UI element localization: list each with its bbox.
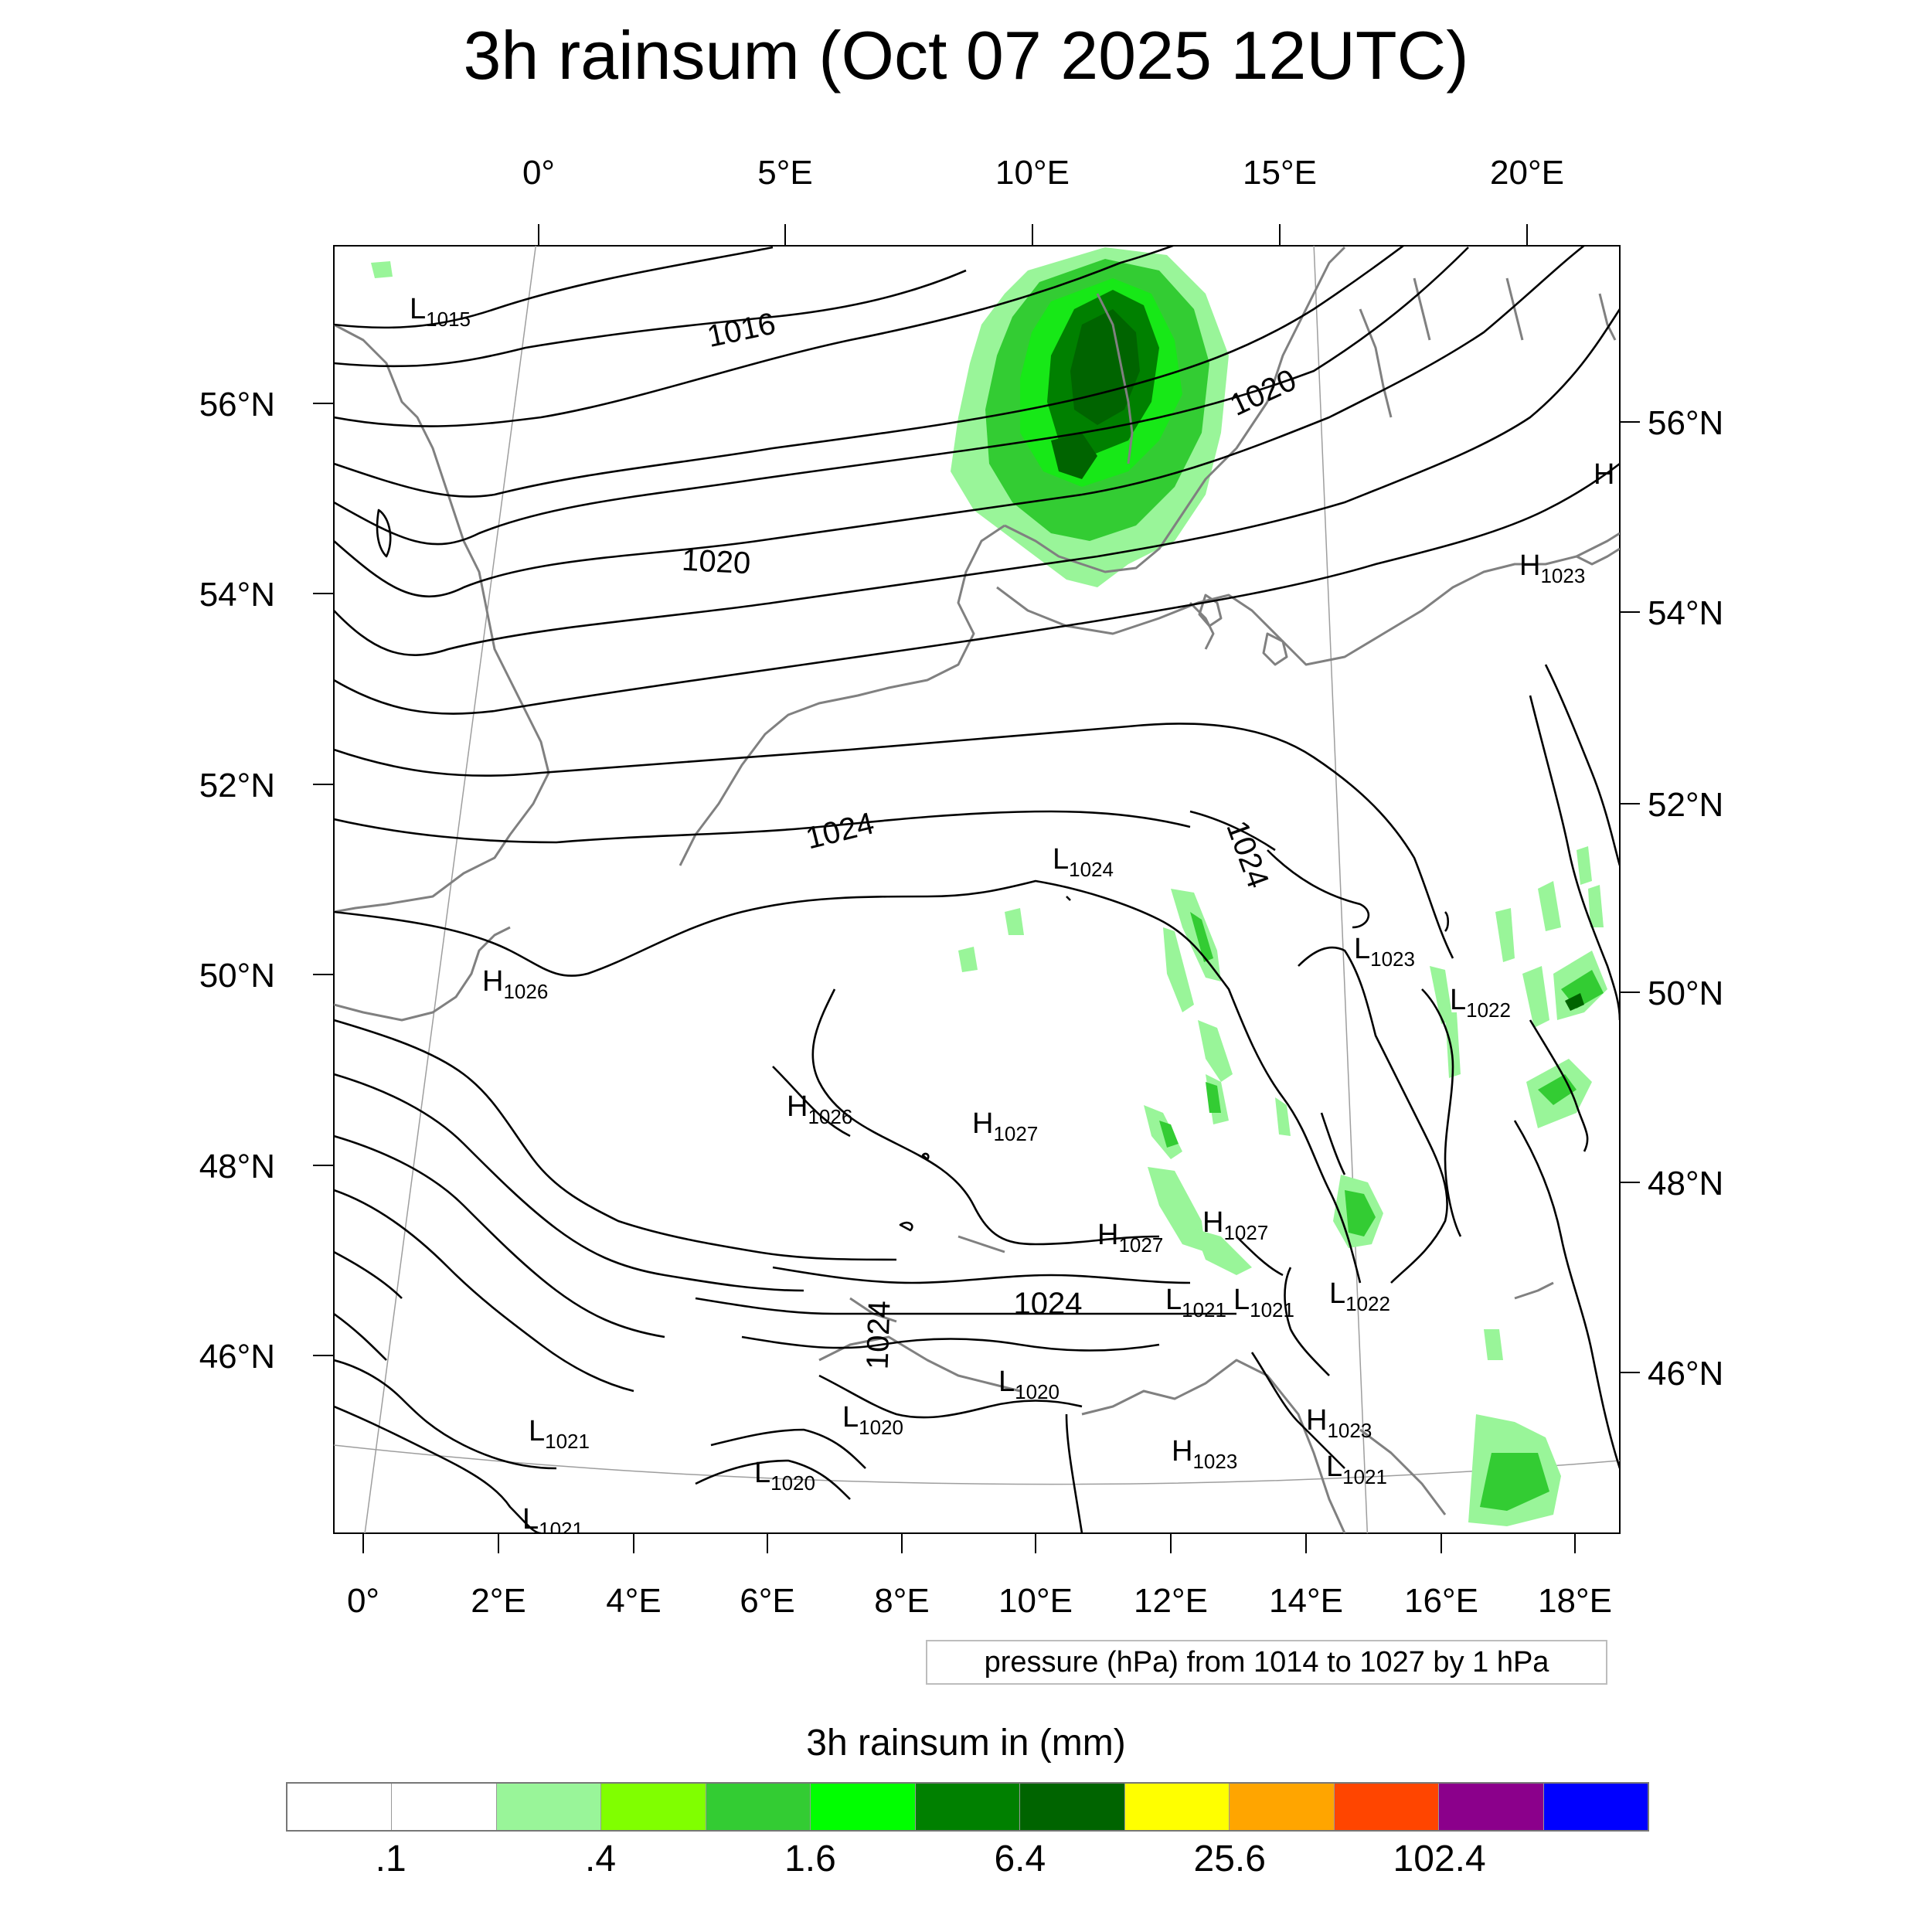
rain-area-peak: [1565, 993, 1584, 1011]
right-lat-tick: 50°N: [1648, 975, 1723, 1012]
right-latitude-labels: 56°N 54°N 52°N 50°N 48°N 46°N: [1648, 404, 1723, 1393]
left-latitude-labels: 56°N 54°N 52°N 50°N 48°N 46°N: [199, 386, 275, 1376]
colorbar-swatch: [915, 1784, 1021, 1830]
bottom-lon-tick: 18°E: [1538, 1582, 1612, 1620]
colorbar: [286, 1782, 1649, 1832]
top-lon-tick: 5°E: [757, 154, 812, 192]
right-lat-tick: 54°N: [1648, 594, 1723, 632]
colorbar-swatch: [706, 1784, 811, 1830]
pressure-center-label: H: [1594, 458, 1614, 491]
contour-info-box: pressure (hPa) from 1014 to 1027 by 1 hP…: [926, 1640, 1607, 1685]
coastlines: [334, 246, 1620, 1533]
top-lon-tick: 0°: [522, 154, 555, 192]
right-lat-tick: 56°N: [1648, 404, 1723, 442]
graticule: [334, 246, 1620, 1533]
pressure-center-label: L1015: [410, 293, 471, 331]
right-lat-tick: 52°N: [1648, 786, 1723, 824]
colorbar-swatch: [392, 1784, 497, 1830]
pressure-center-label: H1026: [482, 965, 548, 1003]
isobar-label: 1020: [681, 543, 751, 581]
right-lat-tick: 48°N: [1648, 1165, 1723, 1202]
rain-area-denmark: [371, 247, 1229, 587]
bottom-lon-tick: 6°E: [740, 1582, 794, 1620]
pressure-center-label: H1027: [972, 1107, 1038, 1145]
pressure-center-label: H1027: [1202, 1206, 1268, 1244]
bottom-lon-tick: 12°E: [1134, 1582, 1208, 1620]
isobars: [334, 246, 1620, 1533]
pressure-center-label: L1021: [1233, 1284, 1294, 1321]
colorbar-label: .1: [375, 1838, 406, 1879]
top-lon-tick: 10°E: [995, 154, 1070, 192]
pressure-center-label: H1027: [1097, 1219, 1163, 1257]
colorbar-swatch: [601, 1784, 706, 1830]
pressure-center-label: L1020: [998, 1366, 1060, 1403]
bottom-lon-tick: 16°E: [1404, 1582, 1478, 1620]
pressure-center-label: L1023: [1354, 933, 1415, 971]
pressure-centers: L1015 H1023 L1024 L1023 L1022 H1026 H102…: [410, 293, 1614, 1541]
colorbar-swatch: [1020, 1784, 1125, 1830]
colorbar-label: 102.4: [1393, 1838, 1486, 1879]
pressure-center-label: L1021: [529, 1415, 590, 1453]
top-longitude-labels: 0° 5°E 10°E 15°E 20°E: [522, 154, 1564, 192]
left-lat-tick: 56°N: [199, 386, 275, 423]
map-title: 3h rainsum (Oct 07 2025 12UTC): [463, 17, 1469, 94]
left-lat-tick: 54°N: [199, 576, 275, 614]
top-lon-tick: 20°E: [1490, 154, 1564, 192]
colorbar-swatch: [1543, 1784, 1648, 1830]
colorbar-label: 25.6: [1193, 1838, 1266, 1879]
colorbar-swatch: [1124, 1784, 1230, 1830]
pressure-center-label: L1024: [1053, 843, 1114, 881]
isobar-label: 1024: [860, 1300, 896, 1369]
bottom-lon-tick: 8°E: [874, 1582, 929, 1620]
pressure-center-label: L1021: [1165, 1284, 1226, 1321]
bottom-lon-tick: 10°E: [998, 1582, 1073, 1620]
left-lat-tick: 52°N: [199, 767, 275, 804]
colorbar-swatch: [811, 1784, 916, 1830]
colorbar-swatch: [287, 1784, 393, 1830]
bottom-lon-tick: 0°: [347, 1582, 379, 1620]
bottom-lon-tick: 4°E: [606, 1582, 661, 1620]
colorbar-swatch: [1230, 1784, 1335, 1830]
pressure-center-label: L1020: [754, 1457, 815, 1495]
colorbar-swatch: [1439, 1784, 1544, 1830]
colorbar-label: 1.6: [784, 1838, 836, 1879]
isobar-label: 1024: [1014, 1287, 1083, 1321]
pressure-center-label: L1021: [522, 1503, 583, 1541]
pressure-center-label: H1023: [1172, 1435, 1237, 1473]
pressure-center-label: H1023: [1519, 549, 1585, 587]
pressure-center-label: L1022: [1450, 984, 1511, 1022]
pressure-center-label: L1021: [1326, 1451, 1387, 1488]
left-lat-tick: 50°N: [199, 957, 275, 995]
colorbar-label: .4: [585, 1838, 617, 1879]
colorbar-swatch: [496, 1784, 602, 1830]
colorbar-labels: .1 .4 1.6 6.4 25.6 102.4: [286, 1838, 1649, 1884]
bottom-lon-tick: 14°E: [1269, 1582, 1343, 1620]
colorbar-label: 6.4: [994, 1838, 1046, 1879]
pressure-center-label: L1020: [842, 1401, 903, 1439]
pressure-center-label: H1026: [787, 1090, 852, 1128]
pressure-center-label: H1023: [1306, 1404, 1372, 1442]
bottom-lon-tick: 2°E: [471, 1582, 526, 1620]
top-lon-tick: 15°E: [1243, 154, 1317, 192]
axis-ticks: [313, 224, 1640, 1553]
left-lat-tick: 48°N: [199, 1148, 275, 1185]
bottom-longitude-labels: 0° 2°E 4°E 6°E 8°E 10°E 12°E 14°E 16°E 1…: [347, 1582, 1612, 1620]
pressure-center-label: L1022: [1329, 1277, 1390, 1315]
colorbar-swatch: [1334, 1784, 1440, 1830]
left-lat-tick: 46°N: [199, 1338, 275, 1376]
right-lat-tick: 46°N: [1648, 1355, 1723, 1393]
colorbar-title: 3h rainsum in (mm): [806, 1723, 1126, 1764]
